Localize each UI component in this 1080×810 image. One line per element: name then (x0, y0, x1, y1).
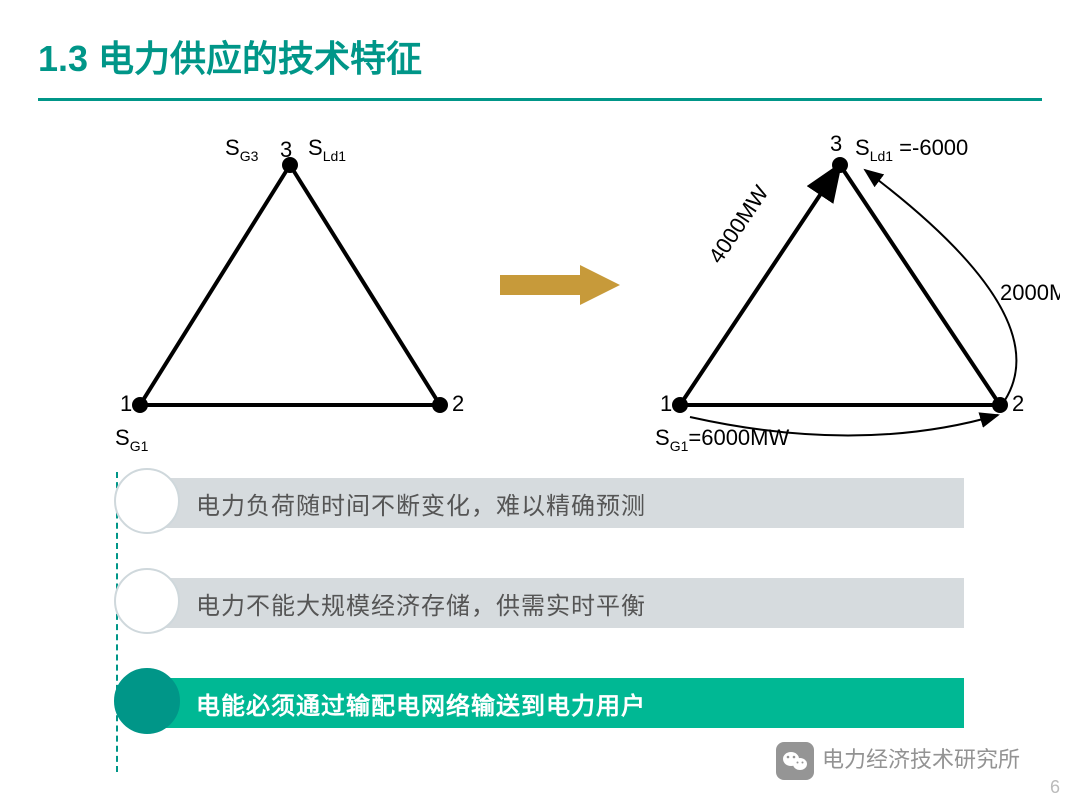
svg-text:SG3: SG3 (225, 135, 259, 164)
svg-text:SG1: SG1 (115, 425, 149, 454)
left-triangle: 1 2 3 SG3 SLd1 SG1 (115, 135, 464, 454)
node3-label: 3 (280, 137, 292, 162)
bullet-item: 电力负荷随时间不断变化，难以精确预测 (120, 472, 1000, 544)
bullet-list: 电力负荷随时间不断变化，难以精确预测 电力不能大规模经济存储，供需实时平衡 电能… (120, 472, 1000, 772)
title-underline (38, 98, 1042, 101)
network-diagram: 1 2 3 SG3 SLd1 SG1 (60, 115, 1060, 455)
bullet-text: 电能必须通过输配电网络输送到电力用户 (164, 678, 964, 728)
transform-arrow-icon (500, 265, 620, 305)
edge-13-label: 4000MW (703, 181, 773, 268)
node1-label: 1 (120, 391, 132, 416)
bullet-text: 电力不能大规模经济存储，供需实时平衡 (164, 578, 964, 628)
watermark-text: 电力经济技术研究所 (822, 747, 1020, 772)
page-number: 6 (1050, 777, 1060, 798)
watermark: 电力经济技术研究所 (776, 742, 1020, 780)
svg-text:SLd1: SLd1 (308, 135, 346, 164)
node2-label: 2 (452, 391, 464, 416)
page-title: 1.3 电力供应的技术特征 (38, 30, 422, 82)
bullet-item: 电力不能大规模经济存储，供需实时平衡 (120, 572, 1000, 644)
svg-text:SLd1 =-6000: SLd1 =-6000 (855, 135, 968, 164)
diagram-area: 1 2 3 SG3 SLd1 SG1 (60, 115, 1060, 455)
svg-text:SG1=6000MW: SG1=6000MW (655, 425, 789, 454)
bullet-circle-icon (114, 568, 180, 634)
right-triangle: 1 2 3 4000MW 2000MW SLd1 =-6000 SG1=6000… (655, 131, 1060, 454)
edge-23-label: 2000MW (1000, 280, 1060, 305)
bullet-circle-icon (114, 468, 180, 534)
bullet-item: 电能必须通过输配电网络输送到电力用户 (120, 672, 1000, 744)
bullet-circle-icon (114, 668, 180, 734)
r-node3-label: 3 (830, 131, 842, 156)
r-node1-label: 1 (660, 391, 672, 416)
r-node2-label: 2 (1012, 391, 1024, 416)
wechat-icon (776, 742, 814, 780)
bullet-text: 电力负荷随时间不断变化，难以精确预测 (164, 478, 964, 528)
